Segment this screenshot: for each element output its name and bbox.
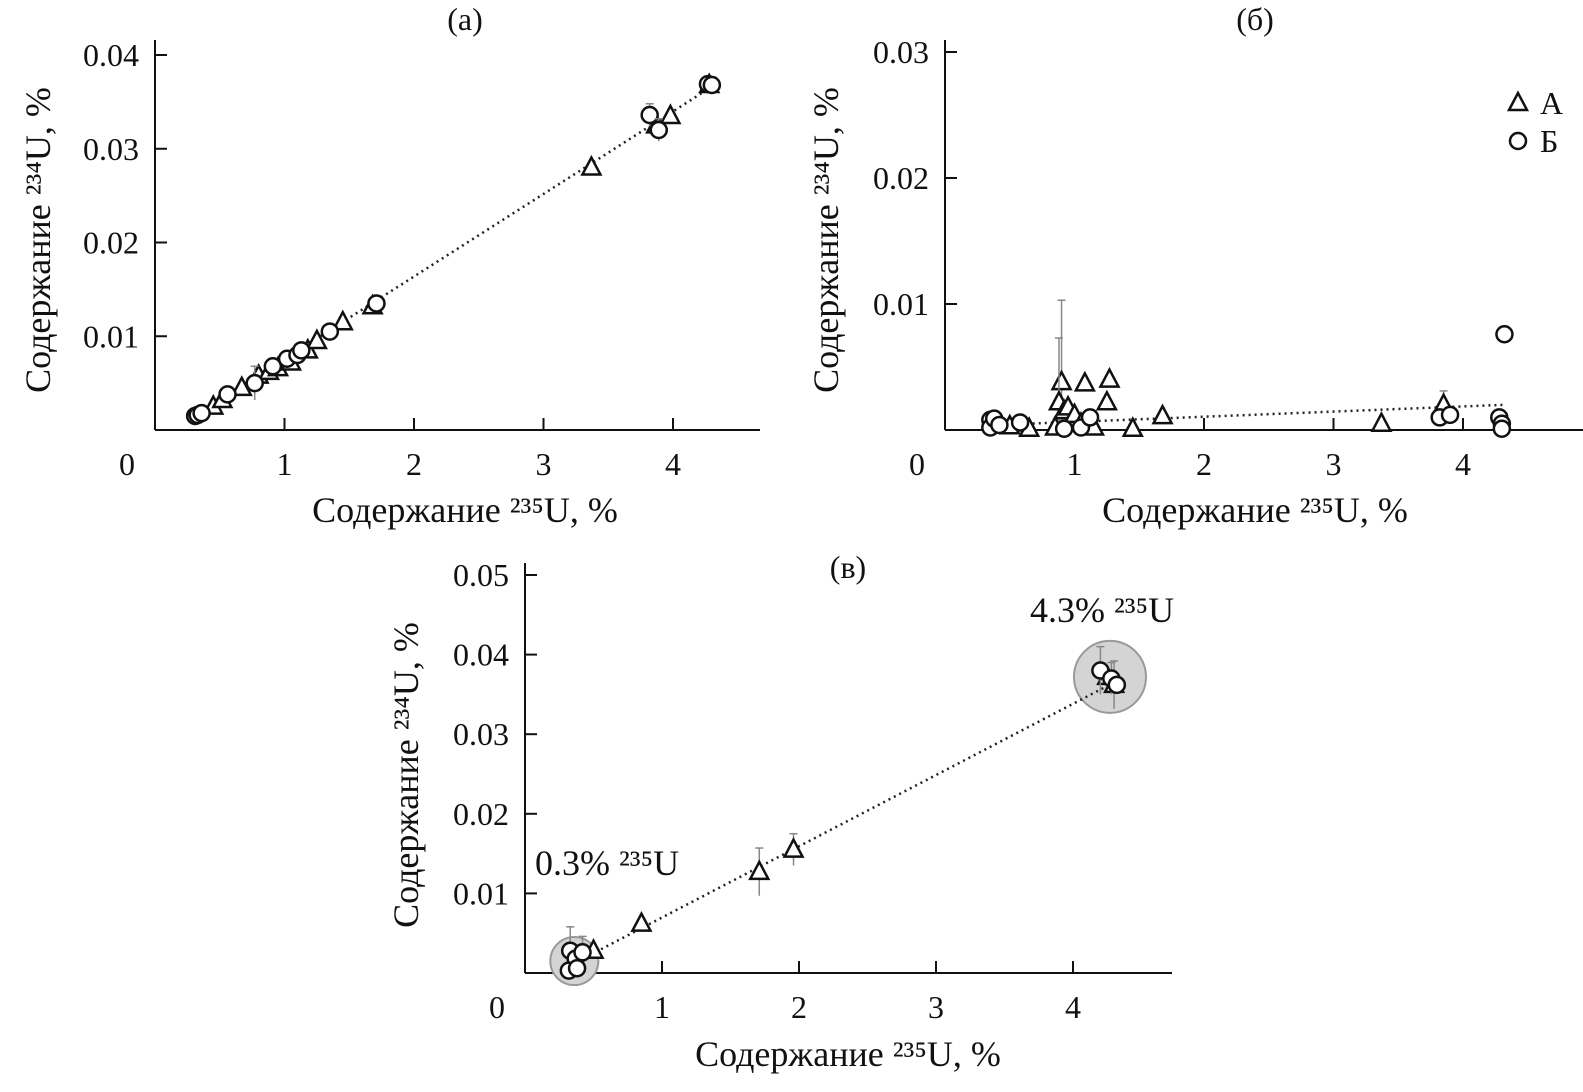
data-point-circle bbox=[192, 403, 211, 423]
data-point-circle bbox=[320, 322, 340, 341]
data-point-circle bbox=[702, 75, 722, 95]
x-tick-label: 2 bbox=[791, 989, 807, 1025]
x-tick-label: 1 bbox=[277, 446, 293, 482]
data-point-circle bbox=[1440, 405, 1460, 425]
x-tick-label: 4 bbox=[665, 446, 681, 482]
y-tick-label: 0.03 bbox=[453, 716, 509, 752]
data-point-triangle bbox=[748, 859, 771, 881]
x-tick-label: 0 bbox=[909, 446, 925, 482]
y-tick-label: 0.05 bbox=[453, 557, 509, 593]
x-tick-label: 0 bbox=[119, 446, 135, 482]
x-tick-label: 1 bbox=[1067, 446, 1083, 482]
data-point-triangle bbox=[782, 836, 805, 858]
x-axis-label: Содержание ²³⁵U, % bbox=[1102, 490, 1408, 530]
group-annotation: 4.3% ²³⁵U bbox=[1030, 590, 1174, 630]
y-tick-label: 0.01 bbox=[453, 875, 509, 911]
x-tick-label: 4 bbox=[1065, 989, 1081, 1025]
x-tick-label: 2 bbox=[1196, 446, 1212, 482]
y-axis-label: Содержание ²³⁴U, % bbox=[386, 622, 426, 928]
panel-0: 0 1 2 3 4 0.01 0.02 0.03 0.04 (a) Содержание ²³⁵U,… bbox=[18, 1, 760, 530]
y-tick-label: 0.03 bbox=[873, 34, 929, 70]
trendline bbox=[579, 681, 1115, 962]
data-point-circle bbox=[1054, 419, 1074, 438]
data-point-circle bbox=[990, 415, 1009, 435]
x-axis-label: Содержание ²³⁵U, % bbox=[312, 490, 618, 530]
data-point-triangle bbox=[659, 103, 682, 125]
data-point-triangle bbox=[305, 328, 328, 350]
x-tick-label: 3 bbox=[536, 446, 552, 482]
x-tick-label: 3 bbox=[1326, 446, 1342, 482]
x-tick-label: 2 bbox=[406, 446, 422, 482]
data-point-circle bbox=[245, 373, 264, 393]
data-point-circle bbox=[573, 943, 592, 962]
y-tick-label: 0.04 bbox=[83, 37, 139, 73]
data-point-triangle bbox=[1050, 369, 1073, 391]
x-tick-label: 3 bbox=[928, 989, 944, 1025]
data-point-circle bbox=[1107, 675, 1127, 695]
y-tick-label: 0.02 bbox=[83, 225, 139, 261]
y-tick-label: 0.01 bbox=[83, 318, 139, 354]
legend-triangle-icon bbox=[1506, 90, 1530, 112]
group-annotation: 0.3% ²³⁵U bbox=[535, 843, 679, 883]
y-tick-label: 0.01 bbox=[873, 286, 929, 322]
data-point-circle bbox=[1080, 408, 1100, 427]
data-point-triangle bbox=[1073, 370, 1096, 392]
data-point-triangle bbox=[630, 910, 653, 932]
y-tick-label: 0.03 bbox=[83, 131, 139, 167]
data-point-circle bbox=[218, 385, 237, 404]
legend-circle-icon bbox=[1508, 131, 1528, 151]
y-tick-label: 0.02 bbox=[873, 160, 929, 196]
data-point-circle bbox=[640, 105, 659, 125]
data-point-triangle bbox=[331, 309, 354, 331]
y-axis-label: Содержание ²³⁴U, % bbox=[18, 87, 58, 393]
data-point-triangle bbox=[580, 154, 603, 176]
y-tick-label: 0.02 bbox=[453, 796, 509, 832]
data-point-circle bbox=[1010, 413, 1030, 432]
data-point-triangle bbox=[1098, 366, 1121, 388]
data-point-triangle bbox=[1095, 389, 1118, 411]
panel-2: 0 1 2 3 4 0.01 0.02 0.03 0.04 0.05 (в) Содержание ²… bbox=[386, 549, 1174, 1074]
panel-label: (в) bbox=[830, 549, 866, 585]
data-point-circle bbox=[567, 958, 587, 978]
data-point-triangle bbox=[1370, 411, 1393, 432]
data-point-circle bbox=[292, 341, 311, 360]
x-tick-label: 0 bbox=[489, 989, 505, 1025]
data-point-triangle bbox=[1151, 403, 1174, 425]
data-point-circle bbox=[1492, 419, 1512, 438]
panel-label: (a) bbox=[447, 1, 483, 37]
panel-label: (б) bbox=[1236, 1, 1274, 37]
data-point-circle bbox=[367, 294, 386, 313]
data-point-triangle bbox=[1121, 416, 1144, 437]
y-tick-label: 0.04 bbox=[453, 637, 509, 673]
data-point-circle bbox=[1495, 324, 1514, 344]
legend-label: Б bbox=[1540, 123, 1558, 159]
x-tick-label: 4 bbox=[1455, 446, 1471, 482]
data-point-circle bbox=[263, 357, 283, 376]
data-point-circle bbox=[649, 120, 669, 140]
legend-label: А bbox=[1540, 85, 1563, 121]
y-axis-label: Содержание ²³⁴U, % bbox=[806, 87, 846, 393]
panel-1: 0 1 2 3 4 0.01 0.02 0.03 (б) Содержание ²³⁵U, % Со… bbox=[806, 1, 1583, 530]
x-axis-label: Содержание ²³⁵U, % bbox=[695, 1034, 1001, 1074]
x-tick-label: 1 bbox=[654, 989, 670, 1025]
